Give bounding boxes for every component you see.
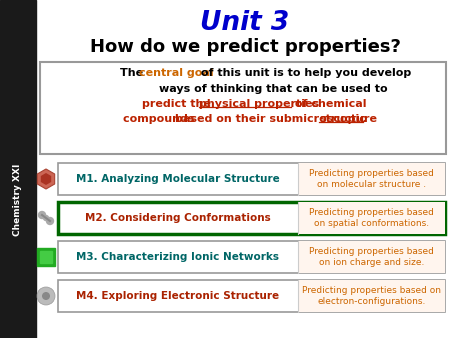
- Bar: [0, 0, 36, 338]
- Text: structure: structure: [320, 115, 378, 124]
- Text: Predicting properties based
on molecular structure .: Predicting properties based on molecular…: [309, 169, 434, 189]
- Bar: [58, 241, 445, 273]
- Circle shape: [37, 287, 55, 305]
- Text: M4. Exploring Electronic Structure: M4. Exploring Electronic Structure: [76, 291, 279, 301]
- Text: M1. Analyzing Molecular Structure: M1. Analyzing Molecular Structure: [76, 174, 280, 184]
- Text: M2. Considering Conformations: M2. Considering Conformations: [85, 213, 271, 223]
- Bar: [58, 202, 445, 234]
- Text: Unit 3: Unit 3: [200, 10, 290, 36]
- Text: physical properties: physical properties: [199, 99, 320, 109]
- Text: of chemical: of chemical: [291, 99, 366, 109]
- Bar: [298, 163, 445, 195]
- Circle shape: [46, 217, 54, 224]
- Text: compounds: compounds: [122, 115, 202, 124]
- Bar: [298, 202, 445, 234]
- Bar: [58, 163, 445, 195]
- Text: Predicting properties based on
electron-configurations.: Predicting properties based on electron-…: [302, 286, 441, 306]
- Text: Chemistry XXI: Chemistry XXI: [14, 164, 22, 236]
- Text: Predicting properties based
on spatial conformations.: Predicting properties based on spatial c…: [309, 208, 434, 228]
- Text: The: The: [120, 68, 147, 78]
- Bar: [37, 248, 55, 266]
- Circle shape: [42, 292, 50, 300]
- Text: of this unit is to help you develop: of this unit is to help you develop: [197, 68, 411, 78]
- Text: How do we predict properties?: How do we predict properties?: [90, 38, 401, 56]
- Text: based on their submicroscopic: based on their submicroscopic: [176, 115, 370, 124]
- Bar: [298, 280, 445, 312]
- Text: central goal: central goal: [140, 68, 214, 78]
- Bar: [40, 251, 52, 263]
- Text: ways of thinking that can be used to: ways of thinking that can be used to: [158, 83, 387, 94]
- Text: predict the: predict the: [142, 99, 215, 109]
- Bar: [40, 62, 446, 154]
- Text: M3. Characterizing Ionic Networks: M3. Characterizing Ionic Networks: [76, 252, 279, 262]
- Text: Predicting properties based
on ion charge and size.: Predicting properties based on ion charg…: [309, 247, 434, 267]
- Bar: [298, 241, 445, 273]
- Bar: [58, 280, 445, 312]
- Circle shape: [44, 216, 49, 220]
- Circle shape: [39, 212, 45, 218]
- Text: .: .: [363, 115, 367, 124]
